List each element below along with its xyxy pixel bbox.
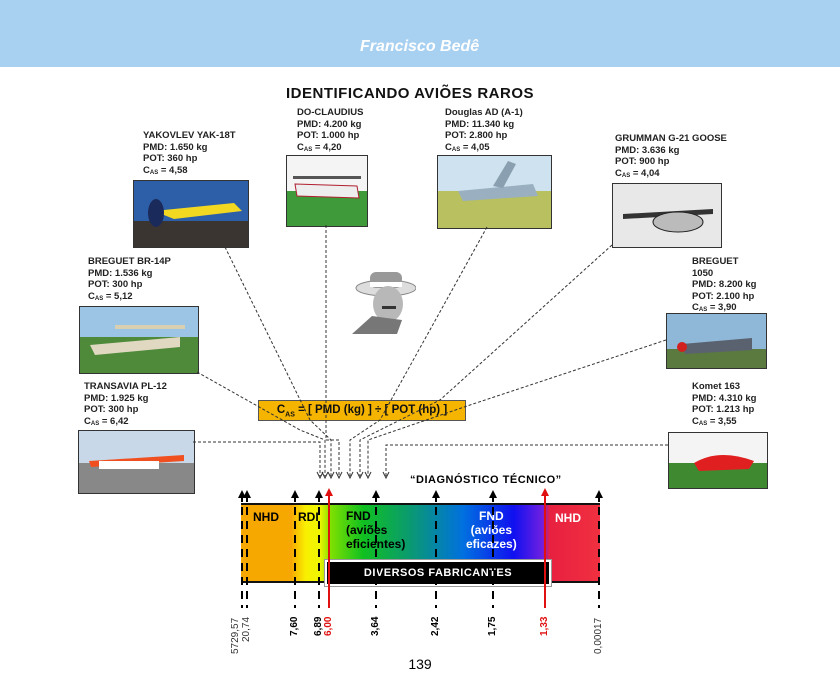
photo-yak18t [133, 180, 249, 248]
down-arrow-icon [321, 471, 329, 480]
zone-nhd-right: NHD [555, 511, 581, 525]
author-name: Francisco Bedê [360, 38, 480, 55]
aircraft-info-grumman: GRUMMAN G-21 GOOSE PMD: 3.636 kg POT: 900 … [615, 133, 727, 179]
up-arrow-icon [489, 490, 497, 498]
up-arrow-icon [291, 490, 299, 498]
portrait-santos-dumont [352, 268, 416, 334]
zone-rdi: RDI [298, 510, 319, 524]
photo-breguet-br14p [79, 306, 199, 374]
up-arrow-icon [325, 488, 333, 496]
page-number: 139 [408, 656, 432, 672]
down-arrow-icon [316, 471, 324, 480]
photo-breguet-1050 [666, 313, 767, 369]
aircraft-info-transavia: TRANSAVIA PL-12 PMD: 1.925 kg POT: 300 hp C… [84, 381, 167, 427]
up-arrow-icon [541, 488, 549, 496]
photo-do-claudius [286, 155, 368, 227]
connector-line [325, 225, 340, 476]
aircraft-info-do-claudius: DO-CLAUDIUS PMD: 4.200 kg POT: 1.000 hp CAS… [297, 107, 364, 153]
aircraft-info-komet: Komet 163 PMD: 4.310 kg POT: 1.213 hp CAS =… [692, 381, 757, 427]
scale-tick-label: 5729,57 [230, 617, 241, 654]
up-arrow-icon [238, 490, 246, 498]
photo-transavia [78, 430, 195, 494]
zone-nhd-left: NHD [253, 510, 279, 524]
connector-line [224, 246, 332, 476]
scale-tick-label: 1,33 [539, 616, 550, 636]
connector-line [349, 226, 488, 476]
aircraft-info-breguet-br14p: BREGUET BR-14P PMD: 1.536 kg POT: 300 hp CA… [88, 256, 171, 302]
down-arrow-icon [356, 471, 364, 480]
aircraft-info-yak18t: YAKOVLEV YAK-18T PMD: 1.650 kg POT: 360 hp… [143, 130, 236, 176]
scale-tick-label: 1,75 [487, 616, 498, 636]
page-title: IDENTIFICANDO AVIÕES RAROS [285, 85, 534, 102]
down-arrow-icon [382, 471, 390, 480]
zone-fnd-efficient: FND (aviões eficientes) [346, 509, 406, 551]
up-arrow-icon [372, 490, 380, 498]
up-arrow-icon [315, 490, 323, 498]
aircraft-info-douglas-ad: Douglas AD (A-1) PMD: 11.340 kg POT: 2.800… [445, 107, 523, 153]
diversos-fabricantes-label: DIVERSOS FABRICANTES [324, 559, 552, 587]
up-arrow-icon [432, 490, 440, 498]
down-arrow-icon [327, 471, 335, 480]
scale-tick-label: 0,00017 [593, 617, 604, 654]
up-arrow-icon [243, 490, 251, 498]
photo-douglas-ad [437, 155, 552, 229]
aircraft-info-breguet-1050: BREGUET 1050 PMD: 8.200 kg POT: 2.100 hp CA… [692, 256, 757, 313]
down-arrow-icon [364, 471, 372, 480]
scale-tick-label: 7,60 [289, 616, 300, 636]
connector-line [193, 441, 321, 476]
photo-grumman [612, 183, 722, 248]
cas-formula-box: CAS = [ PMD (kg) ] ÷ [ POT (hp) ] [258, 400, 466, 421]
down-arrow-icon [346, 471, 354, 480]
scale-tick-label: 2,42 [430, 616, 441, 636]
diagnostic-label: “DIAGNÓSTICO TÉCNICO” [410, 474, 562, 486]
scale-tick-label: 3,64 [370, 616, 381, 636]
down-arrow-icon [335, 471, 343, 480]
connector-line [196, 371, 326, 476]
zone-fnd-effective: FND (aviões eficazes) [466, 509, 517, 551]
scale-tick-label: 20,74 [241, 616, 252, 642]
connector-line [385, 444, 668, 476]
header-band: Francisco Bedê [0, 0, 840, 67]
photo-komet [668, 432, 768, 489]
up-arrow-icon [595, 490, 603, 498]
scale-tick-label: 6,00 [323, 616, 334, 636]
